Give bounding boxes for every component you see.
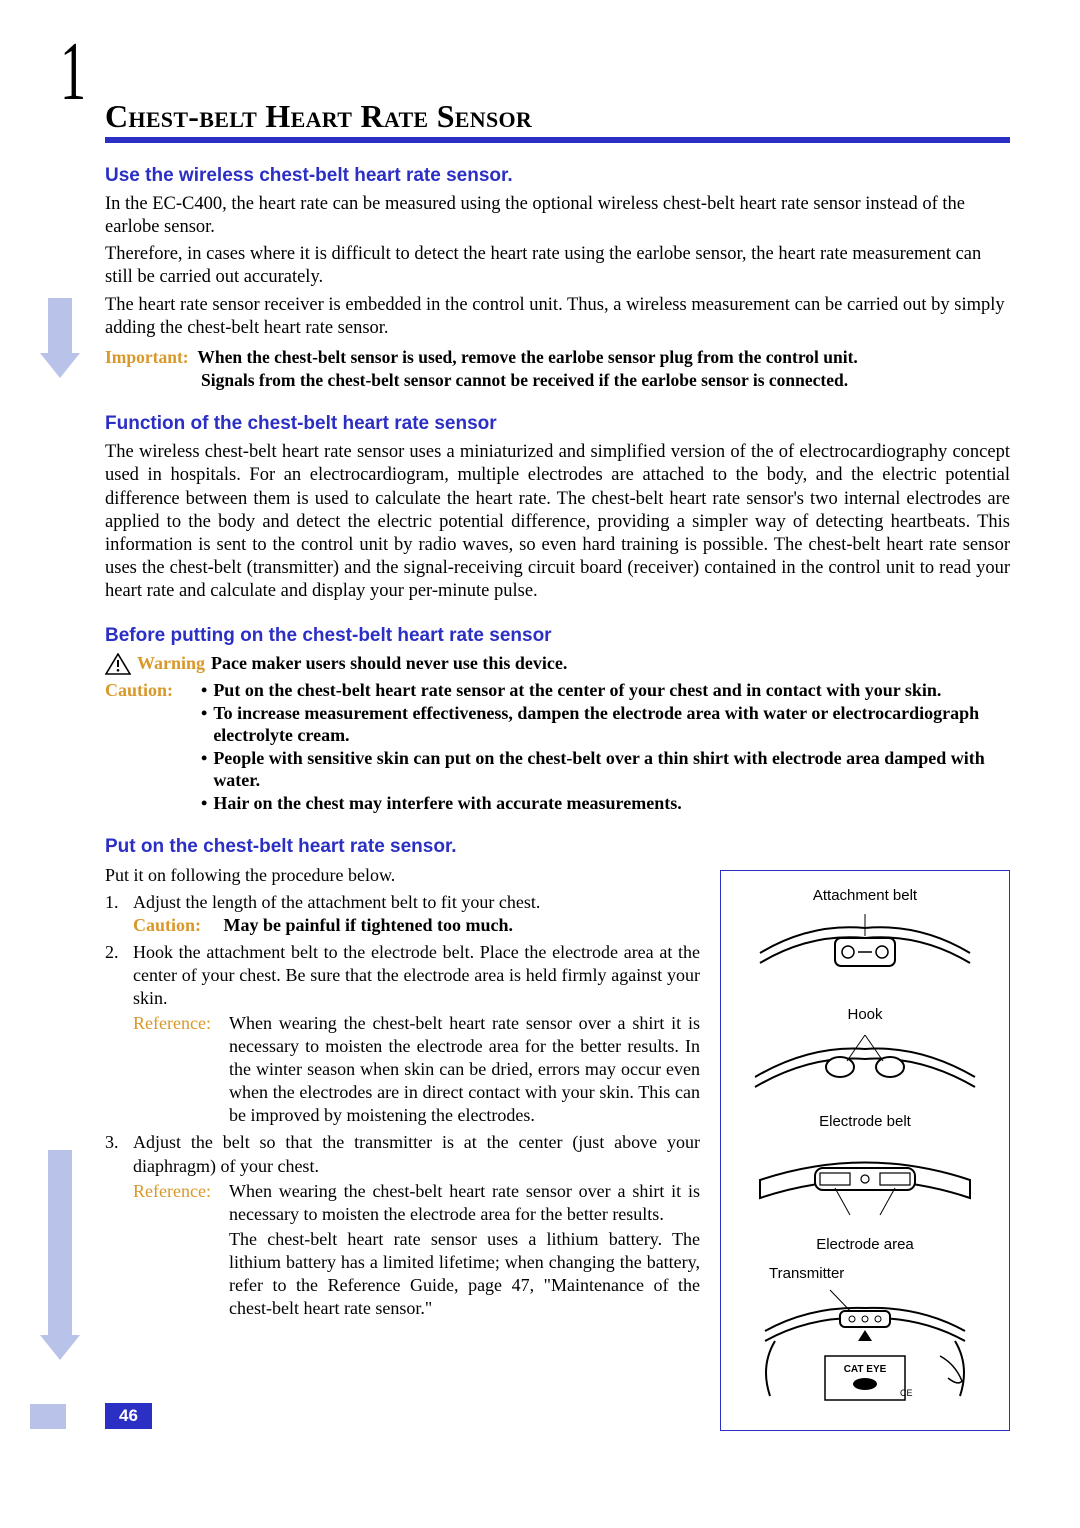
important-label: Important: [105,347,189,367]
page-number: 46 [105,1403,152,1429]
caution-label: Caution: [105,679,201,814]
step3-ref1-text: When wearing the chest-belt heart rate s… [229,1180,700,1226]
step3-text: Adjust the belt so that the transmitter … [133,1131,700,1177]
warning-label: Warning [137,653,205,674]
step1-text: Adjust the length of the attachment belt… [133,891,700,914]
document-page: 1 Chest-belt Heart Rate Sensor Use the w… [0,0,1080,1471]
important-text-1b: When the chest-belt sensor is used, remo… [197,347,857,367]
diagram-label-hook: Hook [729,1006,1001,1023]
function-body: The wireless chest-belt heart rate senso… [105,441,1010,603]
put-on-instructions: Put it on following the procedure below.… [105,864,700,1324]
important-text-2: Signals from the chest-belt sensor canno… [105,369,1010,392]
diagram-transmitter-icon: CAT EYE CE [740,1286,990,1416]
title-bar: Chest-belt Heart Rate Sensor [105,98,1010,143]
use-body: In the EC-C400, the heart rate can be me… [105,193,1010,340]
diagram-electrode-area-icon [740,1140,990,1230]
page-footer: 46 [105,1403,152,1429]
diagram-label-transmitter: Transmitter [729,1265,1001,1282]
step1-caution-text: May be painful if tightened too much. [224,915,514,935]
diagram-hook-icon [740,1027,990,1107]
warning-row: Warning Pace maker users should never us… [105,653,1010,675]
use-p3: The heart rate sensor receiver is embedd… [105,294,1010,340]
diagram-attachment-belt-icon [740,908,990,988]
step3-ref-label: Reference: [133,1180,229,1226]
step1-caution-label: Caution: [133,915,201,935]
side-arrow-icon [40,1150,80,1360]
svg-text:CE: CE [900,1388,913,1398]
step3-ref2-text: The chest-belt heart rate sensor uses a … [229,1228,700,1320]
content-area: Use the wireless chest-belt heart rate s… [105,165,1010,1431]
chapter-number: 1 [60,30,102,114]
step2-ref-text: When wearing the chest-belt heart rate s… [229,1012,700,1127]
diagram-box: Attachment belt Hook [720,870,1010,1431]
diagram-label-electrode-belt: Electrode belt [729,1113,1001,1130]
caution-bullet-2: To increase measurement effectiveness, d… [213,702,1010,747]
caution-bullet-3: People with sensitive skin can put on th… [213,747,1010,792]
chapter-title: Chest-belt Heart Rate Sensor [105,98,1010,135]
step2-text: Hook the attachment belt to the electrod… [133,941,700,1010]
diagram-label-electrode-area: Electrode area [729,1236,1001,1253]
caution-bullet-4: Hair on the chest may interfere with acc… [213,792,681,815]
page-number-accent [30,1404,66,1429]
diagram-label-attachment-belt: Attachment belt [729,887,1001,904]
important-block: Important: When the chest-belt sensor is… [105,346,1010,392]
caution-block: Caution: •Put on the chest-belt heart ra… [105,679,1010,814]
side-arrow-icon [40,298,80,378]
heading-put-on: Put on the chest-belt heart rate sensor. [105,836,1010,858]
diagram-brand-text: CAT EYE [844,1364,887,1375]
use-p1: In the EC-C400, the heart rate can be me… [105,193,1010,239]
heading-function: Function of the chest-belt heart rate se… [105,413,1010,435]
heading-before: Before putting on the chest-belt heart r… [105,625,1010,647]
put-on-intro: Put it on following the procedure below. [105,864,700,887]
heading-use: Use the wireless chest-belt heart rate s… [105,165,1010,187]
caution-bullet-1: Put on the chest-belt heart rate sensor … [213,679,941,702]
step2-ref-label: Reference: [133,1012,229,1127]
warning-triangle-icon [105,653,131,675]
caution-list: •Put on the chest-belt heart rate sensor… [201,679,1010,814]
warning-text: Pace maker users should never use this d… [211,653,567,674]
use-p2: Therefore, in cases where it is difficul… [105,243,1010,289]
